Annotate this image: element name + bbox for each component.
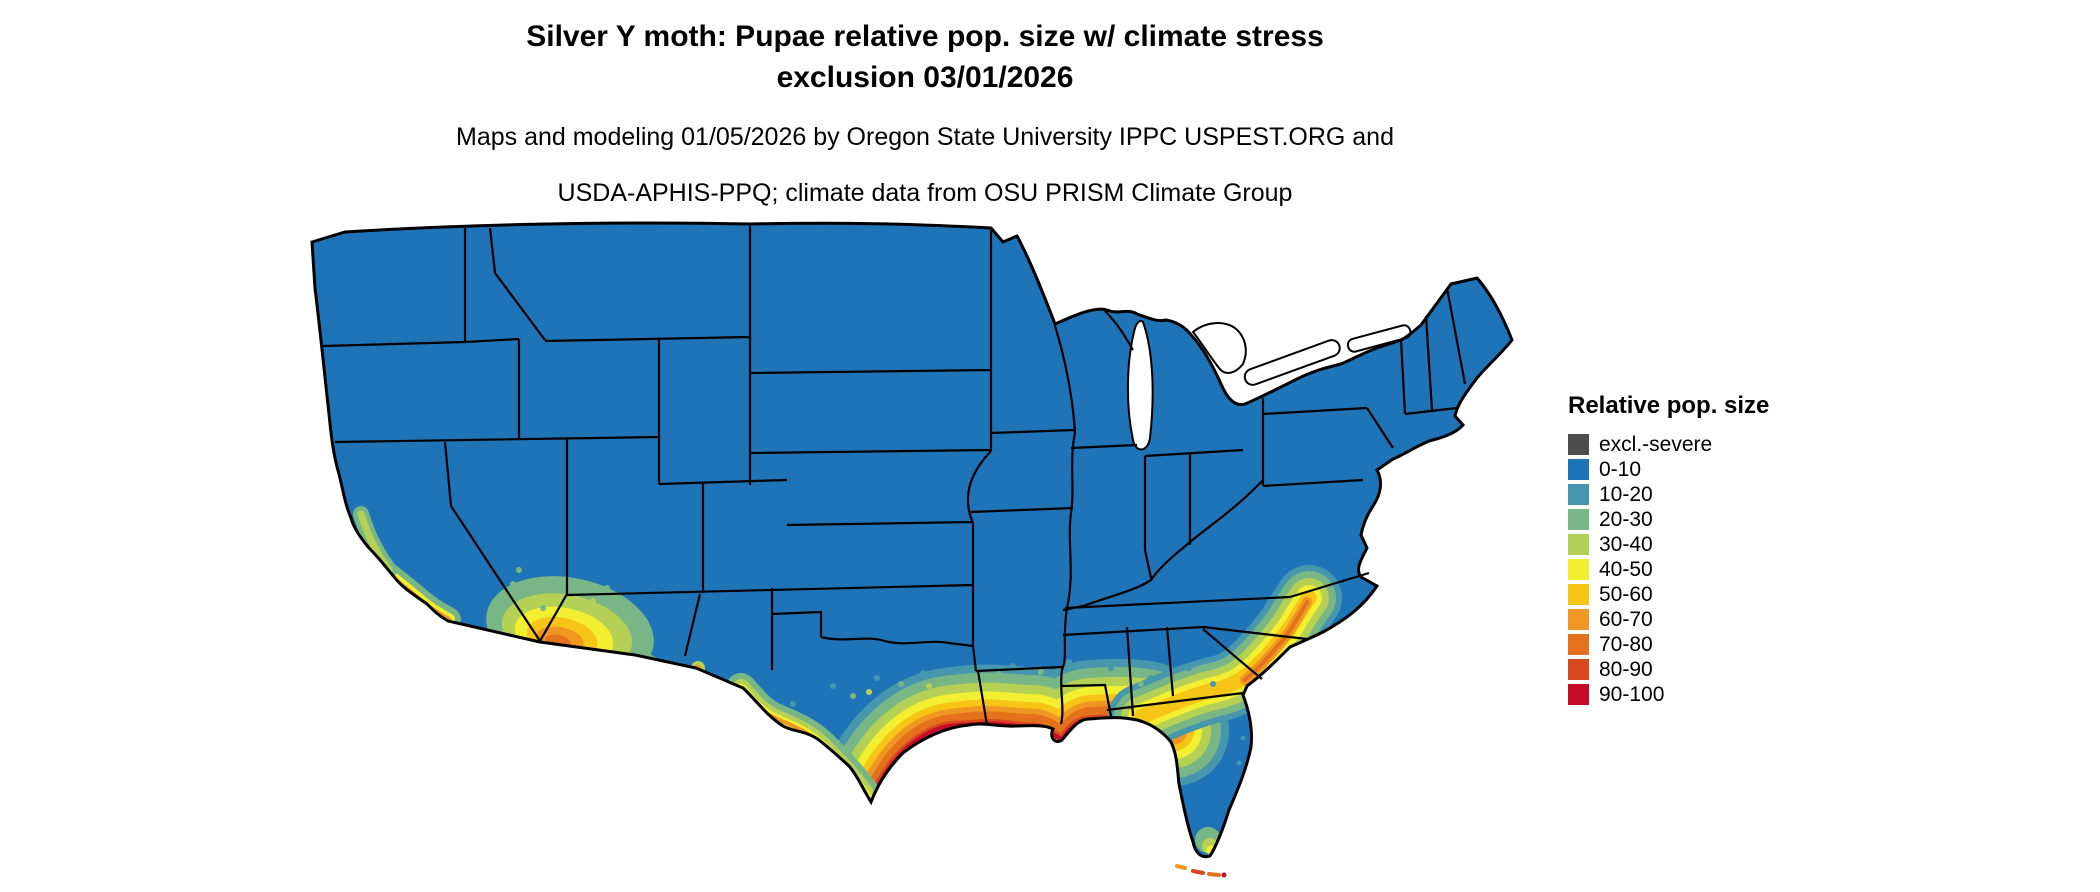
keys-segment-80-90 <box>1191 869 1205 875</box>
map-header: Silver Y moth: Pupae relative pop. size … <box>310 16 1540 210</box>
legend-item-label: 90-100 <box>1599 683 1665 706</box>
legend-item-label: 50-60 <box>1599 583 1653 606</box>
legend-item-label: 40-50 <box>1599 558 1653 581</box>
us-map <box>310 221 1514 878</box>
legend-item-label: 10-20 <box>1599 483 1653 506</box>
keys-segment-60-70 <box>1175 864 1187 870</box>
legend-items: excl.-severe 0-10 10-20 20-30 30-40 40-50 50-6… <box>1568 432 1769 707</box>
legend-swatch <box>1568 459 1589 480</box>
legend-swatch <box>1568 684 1589 705</box>
legend-item: 50-60 <box>1568 582 1769 607</box>
legend-item: 10-20 <box>1568 482 1769 507</box>
speckles-20-30 <box>510 567 1144 699</box>
legend-item: 20-30 <box>1568 507 1769 532</box>
lake-huron <box>1191 322 1247 374</box>
legend-item-label: 30-40 <box>1599 533 1653 556</box>
speckles-10-20 <box>790 659 1246 766</box>
legend-swatch <box>1568 609 1589 630</box>
legend-swatch <box>1568 559 1589 580</box>
legend-title: Relative pop. size <box>1568 392 1770 419</box>
legend-item: 40-50 <box>1568 557 1769 582</box>
legend-swatch <box>1568 509 1589 530</box>
legend-item: 90-100 <box>1568 682 1769 707</box>
legend-swatch <box>1568 659 1589 680</box>
legend-swatch <box>1568 434 1589 455</box>
lake-michigan <box>1126 319 1154 451</box>
atlantic-band-70-80 <box>1243 600 1309 682</box>
legend: Relative pop. size excl.-severe 0-10 10-20… <box>1568 392 1769 707</box>
keys-dot-90-100 <box>1221 872 1227 878</box>
map-title-line1: Silver Y moth: Pupae relative pop. size … <box>526 20 1324 53</box>
se-az-blob-40-50 <box>626 658 648 670</box>
legend-item: 30-40 <box>1568 532 1769 557</box>
lake-erie <box>1243 339 1341 386</box>
legend-swatch <box>1568 634 1589 655</box>
map-subtitle-line2: USDA-APHIS-PPQ; climate data from OSU PR… <box>557 179 1293 207</box>
legend-swatch <box>1568 584 1589 605</box>
state-borders <box>322 226 1467 726</box>
keys-segment-70-80 <box>1207 872 1221 877</box>
legend-item-label: 0-10 <box>1599 458 1642 481</box>
map-title-line2: exclusion 03/01/2026 <box>776 61 1074 94</box>
legend-item: excl.-severe <box>1568 432 1769 457</box>
lake-ontario <box>1346 324 1412 353</box>
legend-item: 80-90 <box>1568 657 1769 682</box>
legend-item-label: excl.-severe <box>1599 433 1713 456</box>
legend-item-label: 60-70 <box>1599 608 1653 631</box>
great-lakes <box>1126 319 1412 451</box>
legend-item-label: 80-90 <box>1599 658 1653 681</box>
legend-item-label: 70-80 <box>1599 633 1653 656</box>
legend-swatch <box>1568 534 1589 555</box>
us-landmass <box>312 222 1512 857</box>
legend-item: 60-70 <box>1568 607 1769 632</box>
map-subtitle-line1: Maps and modeling 01/05/2026 by Oregon S… <box>456 123 1394 151</box>
legend-item-label: 20-30 <box>1599 508 1653 531</box>
florida-keys <box>1175 864 1227 878</box>
legend-swatch <box>1568 484 1589 505</box>
legend-item: 0-10 <box>1568 457 1769 482</box>
legend-item: 70-80 <box>1568 632 1769 657</box>
